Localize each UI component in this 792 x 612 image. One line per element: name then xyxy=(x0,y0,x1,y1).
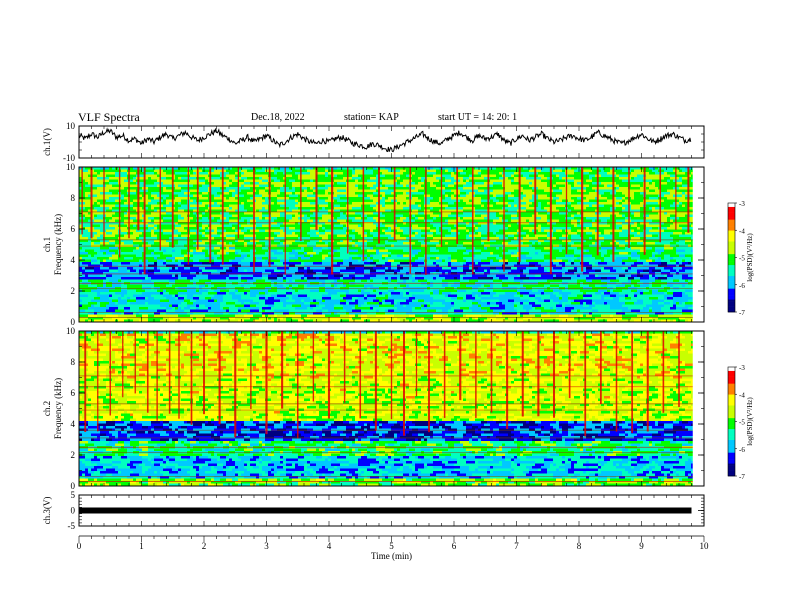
spectrogram-ch1-tone-lines xyxy=(79,211,693,318)
spectrogram-ch2-ytick-label: 4 xyxy=(71,419,76,429)
waveform-ch1-xticks xyxy=(78,126,705,158)
waveform-ch1-ytick-label: -10 xyxy=(63,153,75,163)
spectrogram-ch2-ytick-label: 6 xyxy=(71,388,76,398)
spectrogram-ch1-ytick-label: 8 xyxy=(71,193,76,203)
spectrogram-ch1-ylabel-frequency: Frequency (kHz) xyxy=(53,214,63,275)
spectrogram-ch2-xticks xyxy=(78,331,705,486)
x-tick-label: 10 xyxy=(700,541,710,551)
spectrogram-ch1-colorbar xyxy=(727,202,737,313)
spectrogram-ch2-ylabel-channel: ch.2 xyxy=(42,401,52,416)
x-tick-label: 3 xyxy=(264,541,269,551)
spectrogram-ch2-ytick-label: 8 xyxy=(71,357,76,367)
spectrogram-ch1-colorbar-tick: -6 xyxy=(739,282,745,290)
spectrogram-ch1-blank xyxy=(692,167,704,322)
waveform-ch1-trace xyxy=(78,127,692,153)
spectrogram-ch1-ytick-label: 10 xyxy=(66,162,76,172)
waveform-ch3-ytick-label: 5 xyxy=(71,490,76,500)
spectrogram-ch2-colorbar xyxy=(727,366,737,477)
spectrogram-ch2-blank xyxy=(692,331,704,486)
spectrogram-ch2-colorbar-tick: -6 xyxy=(739,446,745,454)
spectrogram-ch2-ylabel-frequency: Frequency (kHz) xyxy=(53,378,63,439)
spectrogram-ch2-colorbar-tick: -5 xyxy=(739,419,745,427)
spectrogram-ch1-xticks xyxy=(78,167,705,322)
waveform-ch1-ytick-label: 10 xyxy=(66,121,76,131)
spectrogram-ch2-ytick-label: 10 xyxy=(66,326,76,336)
x-tick-label: 0 xyxy=(77,541,82,551)
station-label: station= KAP xyxy=(344,112,399,123)
x-tick-label: 2 xyxy=(202,541,207,551)
spectrogram-ch2-impulses xyxy=(84,331,680,439)
x-tick-label: 5 xyxy=(389,541,394,551)
spectrogram-ch1-ytick-label: 2 xyxy=(71,286,76,296)
waveform-ch3-ytick-label: 0 xyxy=(71,506,76,516)
start-time-label: start UT = 14: 20: 1 xyxy=(438,112,518,123)
spectrogram-ch1-impulses xyxy=(81,167,690,276)
spectrogram-ch2-tone-lines xyxy=(79,375,693,482)
spectrogram-ch2-colorbar-tick: -3 xyxy=(739,364,745,372)
x-axis-label: Time (min) xyxy=(371,551,412,561)
spectrogram-ch1-colorbar-tick: -7 xyxy=(739,309,745,317)
spectrogram-ch1-ytick-label: 6 xyxy=(71,224,76,234)
spectrogram-ch2-colorbar-tick: -7 xyxy=(739,473,745,481)
figure-title: VLF Spectra xyxy=(78,110,140,124)
spectrogram-ch1-ytick-label: 0 xyxy=(71,317,76,327)
date-label: Dec.18, 2022 xyxy=(251,112,305,123)
x-tick-label: 4 xyxy=(327,541,332,551)
waveform-ch3-xticks xyxy=(78,495,705,526)
x-tick-label: 1 xyxy=(139,541,144,551)
waveform-ch1-ylabel: ch.1(V) xyxy=(42,128,52,156)
x-tick-label: 7 xyxy=(514,541,519,551)
spectrogram-ch2-colorbar-label: log(PSD)(V²/Hz) xyxy=(746,397,754,446)
waveform-ch3-trace xyxy=(79,507,692,514)
waveform-ch3-ytick-label: -5 xyxy=(68,521,76,531)
x-tick-label: 8 xyxy=(577,541,582,551)
spectrogram-ch2-ytick-label: 0 xyxy=(71,481,76,491)
spectrogram-ch1-colorbar-tick: -4 xyxy=(739,227,745,235)
spectrogram-ch1-ylabel-channel: ch.1 xyxy=(42,237,52,252)
x-tick-label: 6 xyxy=(452,541,457,551)
spectrogram-ch2-ytick-label: 2 xyxy=(71,450,76,460)
spectrogram-ch1-ytick-label: 4 xyxy=(71,255,76,265)
spectrogram-ch1-colorbar-tick: -5 xyxy=(739,255,745,263)
waveform-ch3-ylabel: ch.3(V) xyxy=(42,497,52,525)
spectrogram-ch1-colorbar-label: log(PSD)(V²/Hz) xyxy=(746,233,754,282)
spectrogram-ch2-cells xyxy=(79,331,700,487)
spectrogram-ch2-colorbar-tick: -4 xyxy=(739,391,745,399)
spectrogram-ch1-colorbar-tick: -3 xyxy=(739,200,745,208)
x-tick-label: 9 xyxy=(639,541,644,551)
